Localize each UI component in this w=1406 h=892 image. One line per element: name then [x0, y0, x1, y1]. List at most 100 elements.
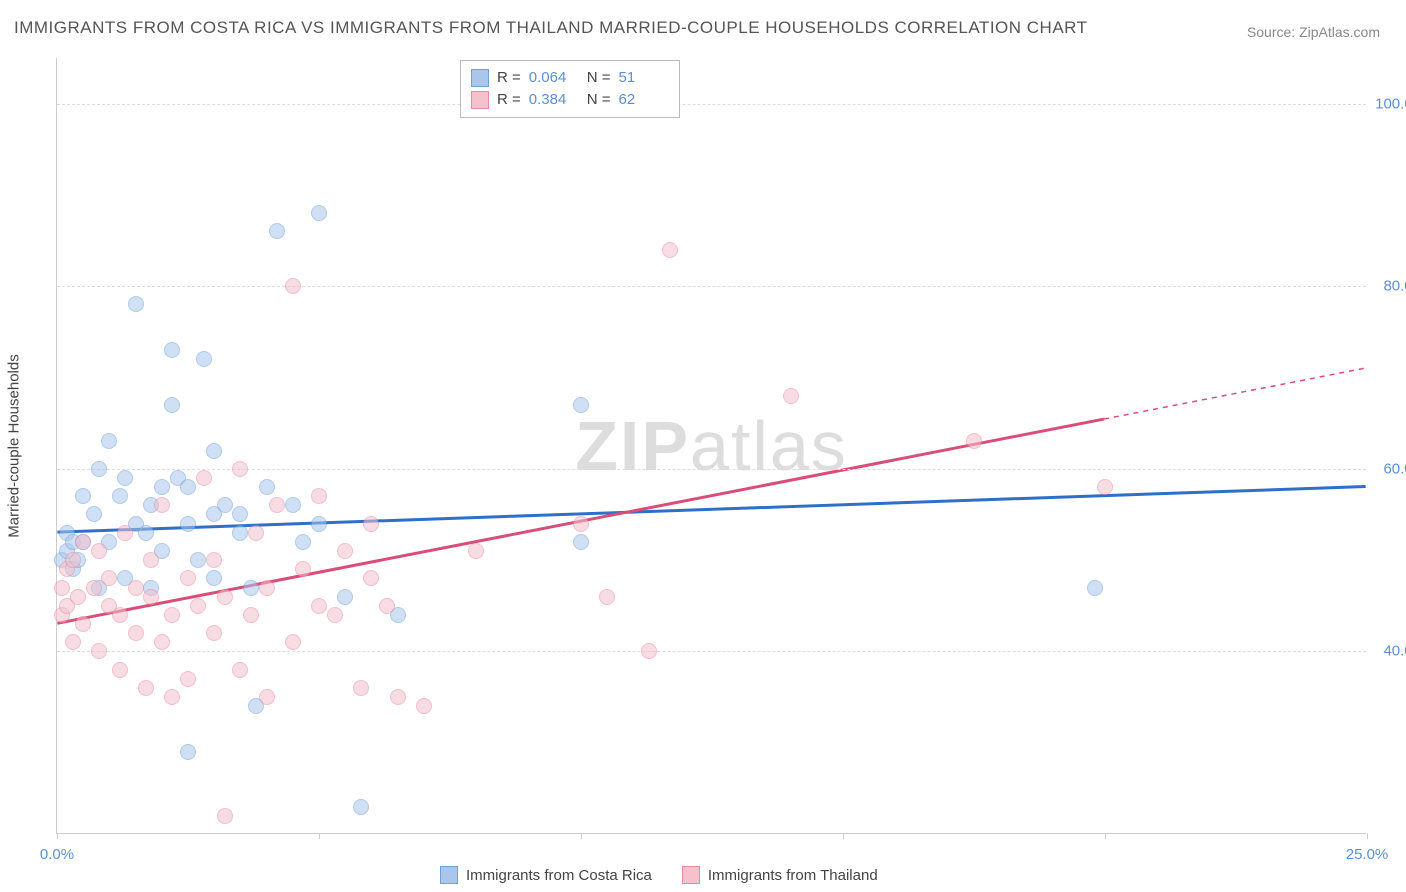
source-label: Source: ZipAtlas.com	[1247, 24, 1380, 40]
r-value: 0.384	[529, 89, 579, 111]
r-label: R =	[497, 89, 521, 111]
scatter-point	[363, 570, 379, 586]
scatter-point	[217, 808, 233, 824]
legend-swatch	[471, 91, 489, 109]
legend-stat-row: R =0.064N =51	[471, 67, 669, 89]
legend-item: Immigrants from Costa Rica	[440, 866, 652, 884]
scatter-point	[112, 607, 128, 623]
x-tick	[57, 833, 58, 839]
scatter-point	[327, 607, 343, 623]
scatter-point	[573, 397, 589, 413]
scatter-point	[311, 488, 327, 504]
scatter-point	[143, 589, 159, 605]
scatter-point	[65, 552, 81, 568]
scatter-point	[311, 598, 327, 614]
x-tick-label: 0.0%	[40, 846, 74, 863]
r-value: 0.064	[529, 67, 579, 89]
scatter-point	[295, 534, 311, 550]
scatter-point	[232, 461, 248, 477]
y-tick-label: 100.0%	[1372, 95, 1406, 112]
chart-title: IMMIGRANTS FROM COSTA RICA VS IMMIGRANTS…	[14, 18, 1088, 38]
x-tick-label: 25.0%	[1346, 846, 1389, 863]
scatter-point	[599, 589, 615, 605]
scatter-point	[143, 552, 159, 568]
legend-swatch	[440, 866, 458, 884]
scatter-point	[1097, 479, 1113, 495]
scatter-point	[285, 278, 301, 294]
scatter-point	[468, 543, 484, 559]
legend-series: Immigrants from Costa Rica Immigrants fro…	[440, 866, 878, 884]
scatter-point	[91, 643, 107, 659]
scatter-point	[91, 543, 107, 559]
scatter-point	[70, 589, 86, 605]
scatter-point	[295, 561, 311, 577]
x-tick	[319, 833, 320, 839]
scatter-point	[180, 570, 196, 586]
scatter-point	[248, 525, 264, 541]
scatter-point	[86, 506, 102, 522]
y-axis-label: Married-couple Households	[6, 354, 23, 537]
legend-stats: R = 0.064 N = 51R = 0.384 N = 62	[460, 60, 680, 118]
scatter-point	[180, 479, 196, 495]
scatter-point	[217, 497, 233, 513]
scatter-point	[128, 625, 144, 641]
scatter-point	[180, 516, 196, 532]
x-tick	[843, 833, 844, 839]
legend-item: Immigrants from Thailand	[682, 866, 878, 884]
scatter-point	[190, 598, 206, 614]
scatter-point	[390, 689, 406, 705]
r-label: R =	[497, 67, 521, 89]
scatter-point	[259, 479, 275, 495]
scatter-point	[164, 342, 180, 358]
scatter-point	[243, 580, 259, 596]
scatter-point	[285, 497, 301, 513]
scatter-point	[196, 351, 212, 367]
legend-swatch	[471, 69, 489, 87]
scatter-point	[573, 516, 589, 532]
scatter-point	[117, 525, 133, 541]
scatter-point	[337, 543, 353, 559]
scatter-point	[54, 580, 70, 596]
legend-stat-row: R = 0.384 N = 62	[471, 89, 669, 111]
scatter-point	[128, 296, 144, 312]
legend-label: Immigrants from Thailand	[708, 867, 878, 884]
scatter-point	[101, 433, 117, 449]
scatter-point	[154, 634, 170, 650]
scatter-point	[232, 662, 248, 678]
scatter-point	[232, 506, 248, 522]
gridline	[57, 651, 1366, 652]
scatter-point	[164, 607, 180, 623]
scatter-point	[269, 497, 285, 513]
scatter-point	[363, 516, 379, 532]
scatter-point	[217, 589, 233, 605]
plot-area: ZIPatlas 40.0%60.0%80.0%100.0%0.0%25.0%	[56, 58, 1366, 834]
gridline	[57, 469, 1366, 470]
scatter-point	[154, 479, 170, 495]
scatter-point	[65, 634, 81, 650]
scatter-point	[138, 680, 154, 696]
n-value: 51	[619, 67, 669, 89]
scatter-point	[353, 799, 369, 815]
scatter-point	[269, 223, 285, 239]
x-tick	[1105, 833, 1106, 839]
gridline	[57, 286, 1366, 287]
scatter-point	[573, 534, 589, 550]
scatter-point	[75, 488, 91, 504]
scatter-point	[117, 470, 133, 486]
scatter-point	[206, 443, 222, 459]
scatter-point	[206, 570, 222, 586]
scatter-point	[206, 625, 222, 641]
scatter-point	[75, 616, 91, 632]
n-label: N =	[587, 89, 611, 111]
scatter-point	[232, 525, 248, 541]
scatter-point	[285, 634, 301, 650]
scatter-point	[164, 397, 180, 413]
gridline	[57, 104, 1366, 105]
scatter-point	[1087, 580, 1103, 596]
scatter-point	[112, 488, 128, 504]
n-value: 62	[619, 89, 669, 111]
scatter-point	[353, 680, 369, 696]
scatter-point	[379, 598, 395, 614]
scatter-point	[206, 552, 222, 568]
legend-label: Immigrants from Costa Rica	[466, 867, 652, 884]
